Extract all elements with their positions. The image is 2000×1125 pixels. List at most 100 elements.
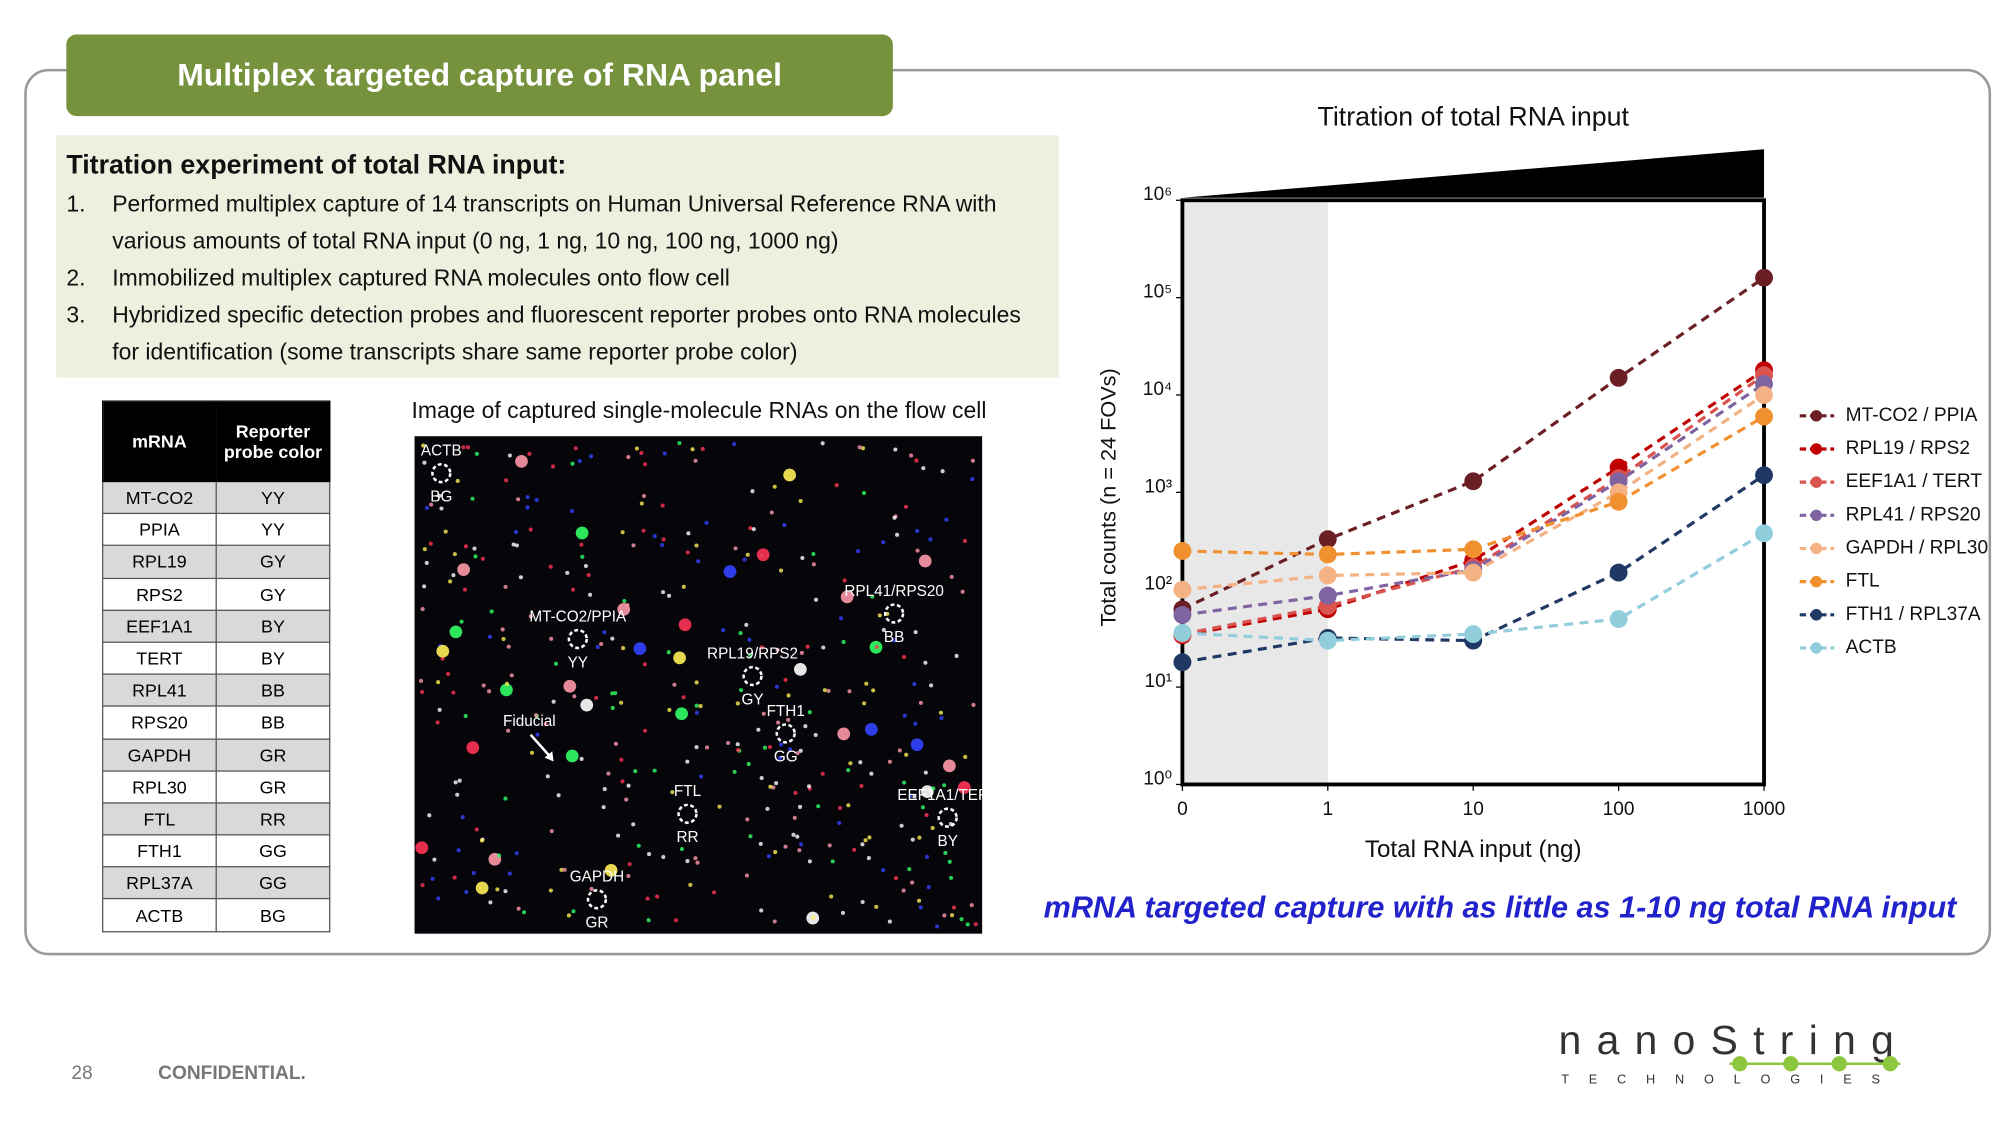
- spot: [529, 750, 535, 755]
- spot: [474, 451, 479, 456]
- probe-table: mRNA Reporter probe color MT-CO2 YY PPIA YY…: [102, 400, 331, 932]
- spot: [929, 683, 934, 688]
- spot: [548, 888, 553, 893]
- spot: [641, 528, 646, 533]
- spot: [487, 689, 492, 694]
- spot: [460, 815, 465, 820]
- spot: [787, 747, 792, 752]
- spot: [636, 843, 641, 848]
- spot: [830, 859, 835, 864]
- spot: [846, 803, 851, 808]
- mrna-name: PPIA: [102, 512, 217, 547]
- legend-label: GAPDH / RPL30: [1846, 538, 1988, 559]
- spot: [732, 769, 737, 774]
- spot: [909, 453, 914, 458]
- spot: [767, 744, 772, 750]
- spot: [694, 745, 699, 750]
- spot: [954, 653, 959, 659]
- spot: [421, 443, 426, 448]
- spot: [908, 793, 913, 798]
- mrna-name: RPL41: [102, 673, 217, 708]
- spot: [464, 889, 469, 895]
- spot: [931, 786, 936, 791]
- table-row: TERT BY: [102, 641, 331, 675]
- spot: [573, 446, 578, 451]
- spot: [962, 538, 968, 543]
- spot: [580, 698, 594, 712]
- spot: [443, 529, 448, 534]
- spot: [762, 745, 767, 750]
- spot: [756, 548, 770, 562]
- image-caption: Image of captured single-molecule RNAs o…: [411, 397, 986, 423]
- spot: [704, 520, 709, 525]
- spot: [610, 705, 615, 711]
- spot: [717, 804, 722, 809]
- label-circle: [775, 723, 796, 744]
- spot: [474, 827, 479, 832]
- spot: [793, 790, 798, 796]
- spot: [761, 711, 766, 716]
- spot: [837, 805, 843, 811]
- spot: [500, 683, 513, 697]
- spot: [446, 671, 451, 676]
- spot: [489, 609, 494, 614]
- spot: [624, 797, 629, 802]
- series-line: [1182, 368, 1765, 637]
- spot: [820, 441, 825, 446]
- spot: [420, 607, 425, 612]
- step: 1. Performed multiplex capture of 14 tran…: [66, 186, 1048, 260]
- spot: [456, 848, 461, 853]
- spot: [912, 682, 917, 687]
- spot: [672, 682, 677, 687]
- data-point: [1464, 563, 1483, 582]
- spot: [859, 783, 864, 788]
- spot: [645, 896, 650, 901]
- mrna-name: FTL: [102, 802, 217, 836]
- spot: [738, 631, 743, 636]
- spot: [971, 702, 976, 707]
- mrna-name: MT-CO2: [102, 480, 217, 515]
- legend-marker: [1810, 443, 1823, 455]
- spot: [947, 859, 952, 864]
- spot: [902, 780, 907, 785]
- spot: [807, 784, 812, 789]
- spot: [848, 761, 853, 766]
- column-header: mRNA: [102, 400, 217, 483]
- spot: [798, 499, 803, 504]
- spot: [881, 540, 886, 545]
- spot: [575, 526, 589, 540]
- spot: [685, 550, 690, 555]
- spot: [869, 771, 874, 776]
- data-point: [1464, 472, 1483, 491]
- low-input-shade: [1182, 200, 1328, 785]
- spot: [915, 528, 920, 534]
- spot: [473, 554, 478, 559]
- spot: [800, 555, 805, 561]
- spot: [841, 639, 846, 645]
- mrna-name: TERT: [102, 641, 217, 675]
- annotation: mRNA targeted capture with as little as …: [1044, 891, 1959, 925]
- spot: [655, 894, 660, 899]
- spot: [860, 899, 865, 905]
- spot: [838, 616, 844, 621]
- spot: [759, 776, 764, 781]
- spot: [893, 447, 898, 452]
- mrna-name: GAPDH: [102, 737, 217, 772]
- step: 3. Hybridized specific detection probes a…: [66, 297, 1048, 371]
- table-row: RPL30 GR: [102, 770, 331, 804]
- spot: [918, 700, 923, 705]
- spot: [681, 584, 686, 589]
- spot: [548, 564, 553, 569]
- table-row: RPS20 BB: [102, 705, 331, 740]
- spot: [599, 641, 604, 646]
- spot: [881, 627, 886, 633]
- data-point: [1609, 610, 1628, 628]
- data-point: [1318, 631, 1337, 650]
- spot: [528, 527, 533, 532]
- legend-marker: [1810, 509, 1823, 522]
- spot: [613, 691, 618, 696]
- spot: [465, 445, 471, 450]
- y-tick-label: 10⁵: [1143, 282, 1172, 303]
- spot: [525, 505, 530, 510]
- spot: [829, 894, 834, 899]
